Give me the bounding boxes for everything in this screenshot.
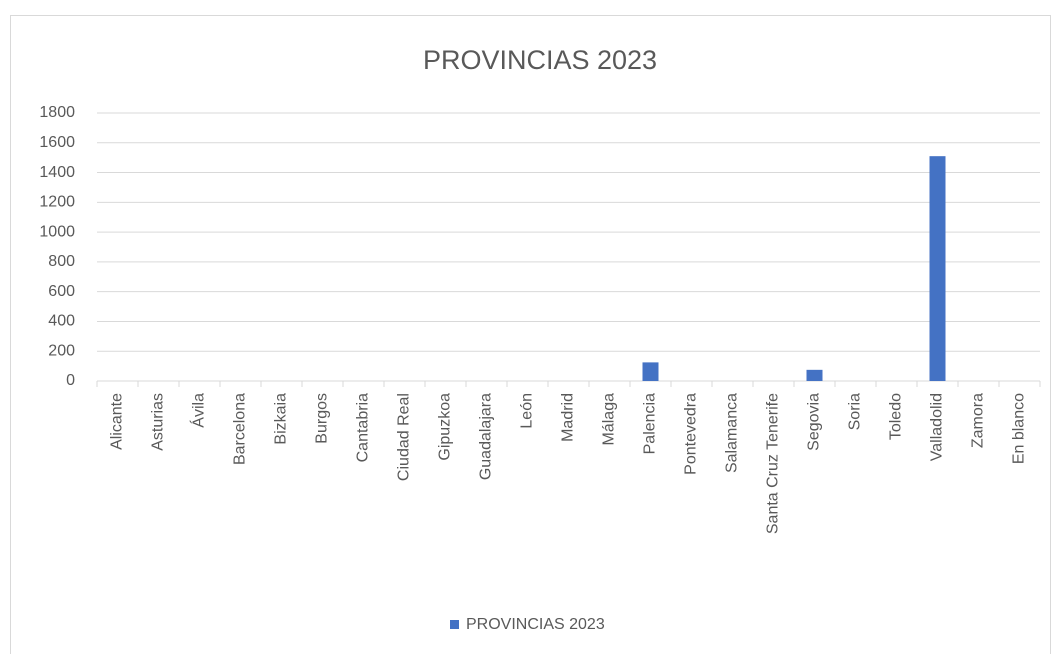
chart-title: PROVINCIAS 2023 [423, 45, 657, 75]
x-tick-label: Pontevedra [683, 393, 700, 475]
x-tick-label: Málaga [601, 393, 618, 446]
x-tick-label: Santa Cruz Tenerife [765, 393, 782, 534]
x-tick-label: Madrid [560, 393, 577, 442]
x-tick-label: Salamanca [724, 393, 741, 473]
y-tick-label: 1200 [39, 194, 75, 211]
y-tick-label: 400 [48, 313, 75, 330]
x-tick-label: Guadalajara [478, 393, 495, 480]
legend-label: PROVINCIAS 2023 [466, 616, 605, 633]
y-tick-label: 1600 [39, 134, 75, 151]
bar [806, 369, 823, 381]
x-tick-label: Ciudad Real [396, 393, 413, 481]
x-tick-label: Valladolid [929, 393, 946, 461]
y-tick-label: 1000 [39, 223, 75, 240]
bar [929, 156, 946, 381]
x-tick-label: Toledo [888, 393, 905, 440]
y-tick-label: 800 [48, 253, 75, 270]
x-tick-label: Ávila [189, 393, 208, 428]
y-tick-label: 600 [48, 283, 75, 300]
y-tick-label: 1400 [39, 164, 75, 181]
x-tick-label: Alicante [109, 393, 126, 450]
y-tick-label: 1800 [39, 104, 75, 121]
y-tick-label: 0 [66, 372, 75, 389]
x-tick-label: Barcelona [232, 393, 249, 465]
chart-border [10, 15, 1051, 654]
x-tick-label: Bizkaia [273, 393, 290, 445]
y-tick-label: 200 [48, 342, 75, 359]
legend-swatch [450, 620, 459, 629]
x-tick-label: Segovia [806, 393, 823, 451]
x-tick-label: León [519, 393, 536, 429]
x-tick-label: Burgos [314, 393, 331, 444]
x-tick-label: Cantabria [355, 393, 372, 462]
bar [642, 362, 659, 381]
x-tick-label: Zamora [970, 393, 987, 448]
x-tick-label: Soria [847, 393, 864, 430]
x-tick-label: Gipuzkoa [437, 393, 454, 461]
x-tick-label: Asturias [150, 393, 167, 451]
x-tick-label: Palencia [642, 393, 659, 454]
x-tick-label: En blanco [1011, 393, 1028, 464]
